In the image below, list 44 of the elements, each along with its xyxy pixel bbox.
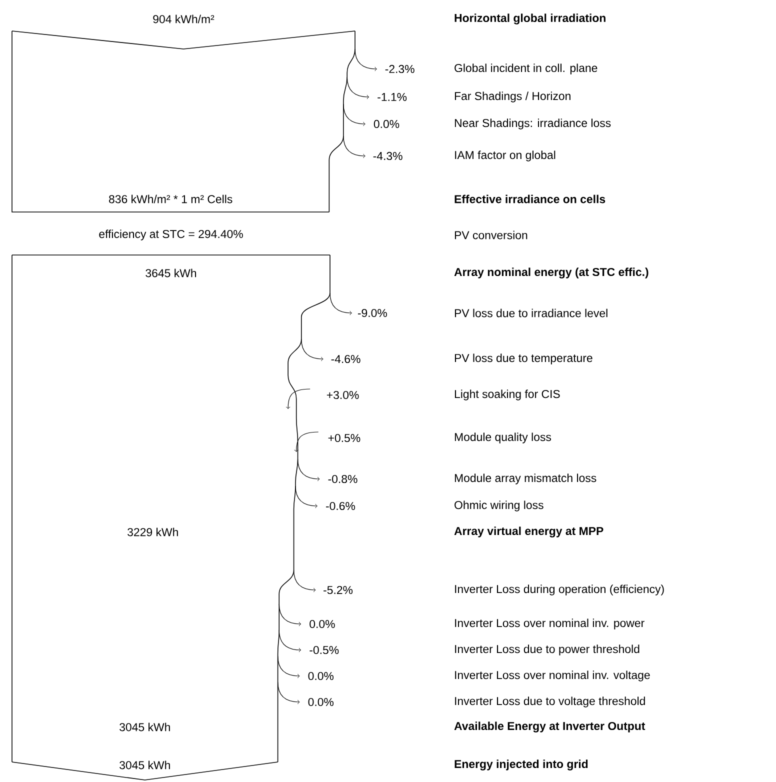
data-label: -4.6% — [331, 354, 360, 364]
category-label: PV loss due to temperature — [454, 354, 592, 364]
data-label: -2.3% — [385, 64, 414, 74]
data-label: 0.0% — [308, 698, 334, 706]
data-label: 3045 kWh — [120, 722, 170, 732]
category-label: Inverter Loss over nominal inv. voltage — [455, 670, 650, 682]
category-label: Global incident in coll. plane — [454, 64, 598, 74]
category-label: Array nominal energy (at STC effic.) — [454, 268, 648, 278]
category-label: Effective irradiance on cells — [454, 194, 606, 204]
data-label: 0.0% — [374, 120, 400, 128]
category-label: Inverter Loss due to voltage threshold — [455, 696, 645, 708]
data-label: 3045 kWh — [120, 760, 170, 770]
category-label: PV loss due to irradiance level — [454, 308, 608, 318]
data-label: 836 kWh/m² * 1 m² Cells — [109, 194, 232, 204]
text: efficiency at STC = 294.40% — [99, 230, 243, 240]
data-label: 0.0% — [310, 620, 335, 628]
category-label: Inverter Loss during operation (efficiency) — [455, 584, 664, 596]
data-label: -0.8% — [328, 474, 358, 484]
category-label: Ohmic wiring loss — [454, 500, 544, 512]
data-label: 904 kWh/m² — [153, 14, 214, 24]
category-label: Available Energy at Inverter Output — [454, 722, 646, 732]
data-label: +0.5% — [328, 434, 360, 442]
data-label: -9.0% — [358, 308, 387, 318]
category-label: Far Shadings / Horizon — [454, 92, 570, 102]
category-label: Energy injected into grid — [454, 760, 588, 770]
category-label: Inverter Loss over nominal inv. power — [455, 618, 644, 630]
data-label: -1.1% — [378, 92, 407, 101]
data-label: 3229 kWh — [128, 528, 178, 536]
category-label: Horizontal global irradiation — [454, 14, 606, 24]
category-label: Inverter Loss due to power threshold — [455, 644, 640, 656]
category-label: Light soaking for CIS — [454, 390, 560, 400]
category-label: Module quality loss — [454, 432, 552, 444]
data-label: -0.5% — [310, 646, 339, 654]
category-label: Near Shadings: irradiance loss — [454, 118, 611, 130]
data-label: -0.6% — [326, 502, 356, 510]
category-label: Array virtual energy at MPP — [454, 526, 604, 538]
data-label: 0.0% — [308, 672, 334, 680]
text: PV conversion — [454, 230, 528, 240]
data-label: 3645 kWh — [146, 268, 196, 278]
category-label: Module array mismatch loss — [454, 474, 596, 484]
category-label: IAM factor on global — [455, 150, 556, 162]
data-label: -4.3% — [373, 152, 402, 160]
data-label: -5.2% — [324, 586, 353, 594]
data-label: +3.0% — [326, 390, 359, 400]
